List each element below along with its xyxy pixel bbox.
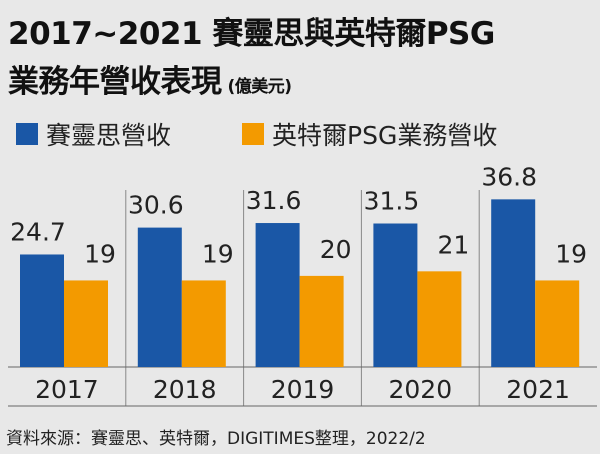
unit-label: (億美元) [227,77,293,97]
legend-label-series-1: 賽靈思營收 [46,121,172,150]
bar-series-1 [137,227,182,367]
x-tick-label: 2018 [153,375,217,404]
bar-series-1 [20,254,64,367]
bar-series-1 [373,223,418,367]
bar-series-1 [491,199,536,367]
bar-series-2 [535,280,580,367]
bar-series-2 [64,280,108,367]
x-tick-label: 2020 [388,375,452,404]
bar-series-2 [181,280,226,367]
data-label-series-2: 20 [320,235,352,264]
data-label-series-2: 19 [84,239,116,268]
chart-subtitle: 業務年營收表現 [8,64,222,100]
bar-series-2 [417,271,462,367]
data-label-series-2: 19 [202,239,234,268]
data-label-series-2: 19 [555,239,587,268]
data-label-series-1: 24.7 [10,217,66,246]
x-tick-label: 2017 [35,375,99,404]
bar-series-2 [299,275,344,367]
legend-swatch-series-2 [242,123,264,145]
source-note: 資料來源：賽靈思、英特爾，DIGITIMES整理，2022/2 [6,429,426,449]
data-label-series-1: 31.6 [246,186,302,215]
x-tick-label: 2021 [506,375,570,404]
data-label-series-1: 31.5 [364,187,420,216]
chart-title-line2: 業務年營收表現 (億美元) [8,56,292,101]
chart-title: 2017~2021 賽靈思與英特爾PSG [8,16,495,52]
bar-series-1 [255,223,300,367]
data-label-series-1: 30.6 [128,191,184,220]
x-tick-label: 2019 [271,375,335,404]
legend-item-series-2: 英特爾PSG業務營收 [242,116,497,152]
data-label-series-2: 21 [437,230,469,259]
legend-item-series-1: 賽靈思營收 [16,116,171,152]
legend-label-series-2: 英特爾PSG業務營收 [272,121,498,150]
data-label-series-1: 36.8 [481,162,537,191]
legend-swatch-series-1 [16,123,38,145]
